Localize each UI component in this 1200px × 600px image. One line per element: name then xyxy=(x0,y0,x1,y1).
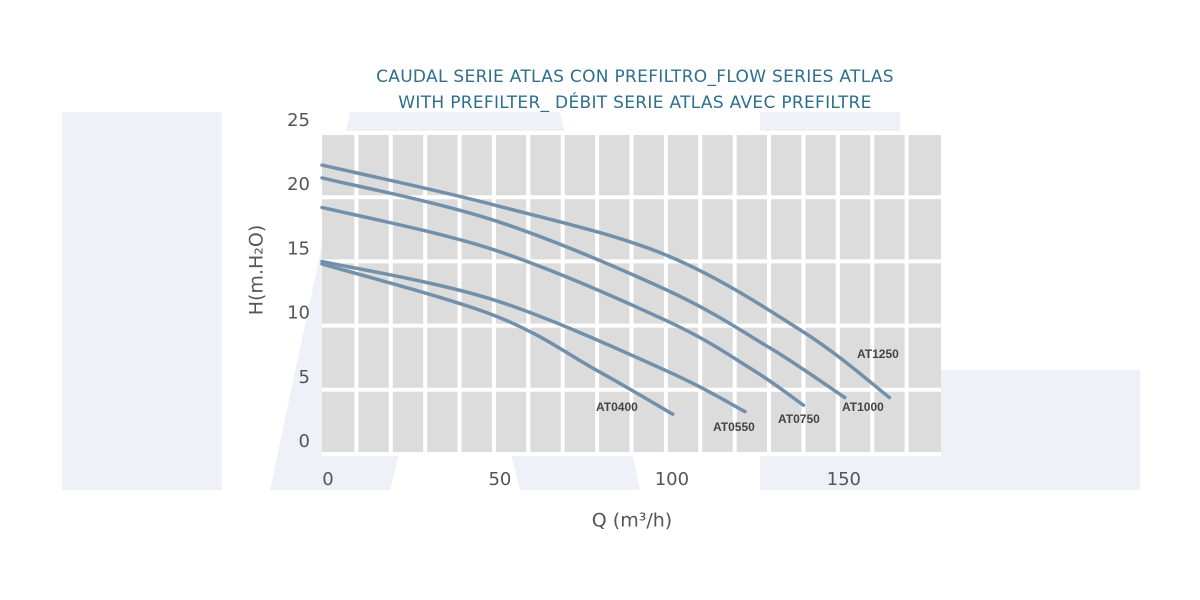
y-tick-label: 15 xyxy=(287,238,310,259)
x-tick-label: 100 xyxy=(655,469,689,490)
curve xyxy=(320,262,675,416)
y-axis-label: H(m.H₂O) xyxy=(246,225,268,316)
y-tick-label: 0 xyxy=(299,431,310,452)
curve-label: AT1250 xyxy=(857,347,899,361)
y-tick-label: 10 xyxy=(287,303,310,324)
y-tick-label: 25 xyxy=(287,110,310,131)
curve xyxy=(320,163,892,400)
x-tick-label: 0 xyxy=(322,469,333,490)
x-tick-label: 50 xyxy=(488,469,511,490)
curve-label: AT0400 xyxy=(596,400,638,414)
curve-label: AT0750 xyxy=(778,412,820,426)
chart-title: WITH PREFILTER_ DÉBIT SERIE ATLAS AVEC P… xyxy=(398,91,871,113)
curve-label: AT1000 xyxy=(842,400,884,414)
curve xyxy=(320,259,747,414)
curve xyxy=(320,176,847,400)
y-tick-label: 20 xyxy=(287,174,310,195)
x-axis-label: Q (m³/h) xyxy=(592,510,672,532)
x-tick-label: 150 xyxy=(827,469,861,490)
chart-title: CAUDAL SERIE ATLAS CON PREFILTRO_FLOW SE… xyxy=(376,67,894,87)
curve xyxy=(320,205,806,407)
y-tick-label: 5 xyxy=(299,367,310,388)
curve-label: AT0550 xyxy=(713,420,755,434)
